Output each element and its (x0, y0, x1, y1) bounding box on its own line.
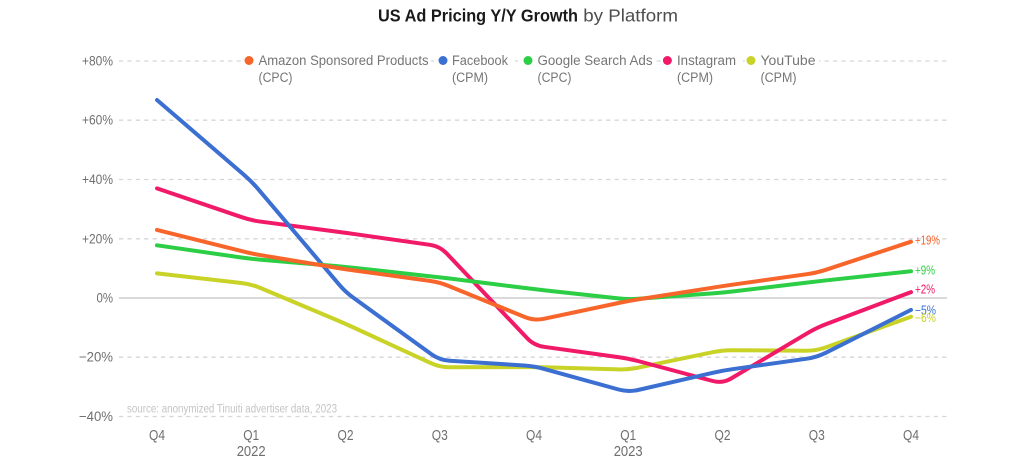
svg-text:YouTube: YouTube (761, 53, 816, 68)
svg-text:(CPM): (CPM) (452, 70, 488, 85)
svg-text:Q2: Q2 (338, 428, 354, 444)
svg-text:+19%: +19% (915, 234, 940, 248)
svg-text:2023: 2023 (614, 444, 643, 460)
svg-text:Q3: Q3 (809, 428, 825, 444)
svg-text:Q4: Q4 (149, 428, 165, 444)
svg-text:Instagram: Instagram (677, 53, 736, 68)
svg-text:2022: 2022 (237, 444, 266, 460)
svg-text:Q1: Q1 (243, 428, 259, 444)
svg-text:source: anonymized Tinuiti adv: source: anonymized Tinuiti advertiser da… (127, 404, 337, 416)
svg-text:(CPC): (CPC) (259, 70, 293, 85)
svg-text:−40%: −40% (79, 409, 113, 424)
svg-text:Google Search Ads: Google Search Ads (538, 53, 653, 68)
svg-text:+9%: +9% (915, 264, 935, 278)
svg-text:+80%: +80% (82, 54, 113, 69)
svg-text:(CPM): (CPM) (761, 70, 797, 85)
svg-text:0%: 0% (97, 291, 114, 306)
svg-text:+60%: +60% (82, 113, 113, 128)
svg-text:Q3: Q3 (432, 428, 448, 444)
svg-text:(CPC): (CPC) (538, 70, 572, 85)
svg-text:+20%: +20% (82, 231, 113, 246)
svg-text:Q2: Q2 (715, 428, 731, 444)
svg-text:−20%: −20% (79, 350, 113, 365)
svg-text:Q4: Q4 (903, 428, 919, 444)
svg-text:(CPM): (CPM) (677, 70, 713, 85)
svg-text:Facebook: Facebook (452, 53, 508, 68)
svg-text:+40%: +40% (82, 172, 113, 187)
svg-text:+2%: +2% (915, 283, 935, 297)
svg-text:Q4: Q4 (526, 428, 542, 444)
svg-text:Q1: Q1 (620, 428, 636, 444)
svg-text:−6%: −6% (915, 311, 936, 325)
svg-text:US Ad Pricing Y/Y Growth by Pl: US Ad Pricing Y/Y Growth by Platform (378, 6, 678, 26)
svg-text:−5%: −5% (915, 304, 936, 318)
svg-text:Amazon Sponsored Products: Amazon Sponsored Products (259, 53, 429, 68)
